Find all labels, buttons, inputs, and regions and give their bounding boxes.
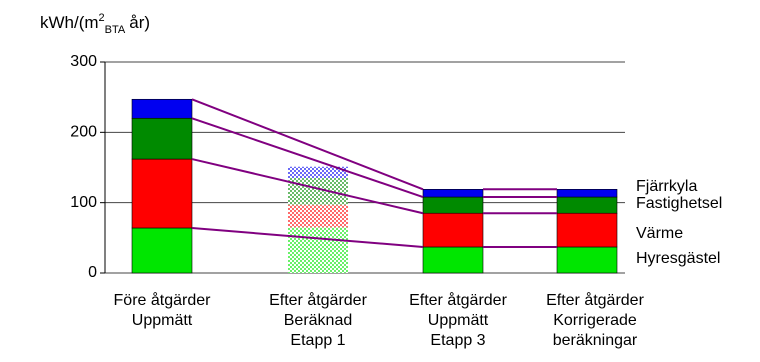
bar-segment [131,227,193,274]
x-tick-label: Efter åtgärder [409,291,508,309]
bar-segment [288,166,348,179]
bar-segment [556,196,618,214]
bar-segment [131,98,193,119]
legend-label: Hyresgästel [636,250,720,267]
legend-label: Värme [636,225,683,242]
bar-segment [131,117,193,160]
bar-segment [556,212,618,248]
y-tick-label: 0 [88,264,97,281]
bar-segment [422,196,484,214]
y-label-sup: 2 [99,12,105,24]
bar-segment [288,204,348,228]
bar-segment [422,246,484,274]
x-tick-label: Efter åtgärder [546,291,645,309]
legend-label: Fastighetsel [636,195,722,212]
x-tick-label: Före åtgärder [114,291,212,309]
x-tick-label: Beräknad [284,312,353,329]
bar-segment [422,189,484,198]
y-axis-label: kWh/(m2BTA år) [40,12,150,36]
y-tick-label: 300 [70,53,97,70]
connector [191,117,424,198]
y-tick-label: 200 [70,124,97,141]
x-tick-label: Korrigerade [553,312,637,329]
bar-segment [556,246,618,274]
y-label-sub: BTA [105,24,126,36]
connector [191,158,424,215]
bar-segment [288,178,348,205]
x-tick-label: Etapp 1 [290,332,345,349]
bar-segment [131,158,193,229]
x-tick-label: Uppmätt [428,312,489,329]
y-tick-label: 100 [70,194,97,211]
bar-segment [422,212,484,248]
bar-segment [556,189,618,198]
x-tick-label: beräkningar [553,332,638,349]
x-tick-label: Efter åtgärder [269,291,368,309]
connector [191,226,424,248]
y-label-main: kWh/(m [40,13,99,32]
x-tick-label: Uppmätt [132,312,193,329]
connector [191,98,424,191]
bar-segment [288,227,348,273]
legend-label: Fjärrkyla [636,178,697,195]
y-label-end: år) [129,13,150,32]
x-tick-label: Etapp 3 [430,332,485,349]
